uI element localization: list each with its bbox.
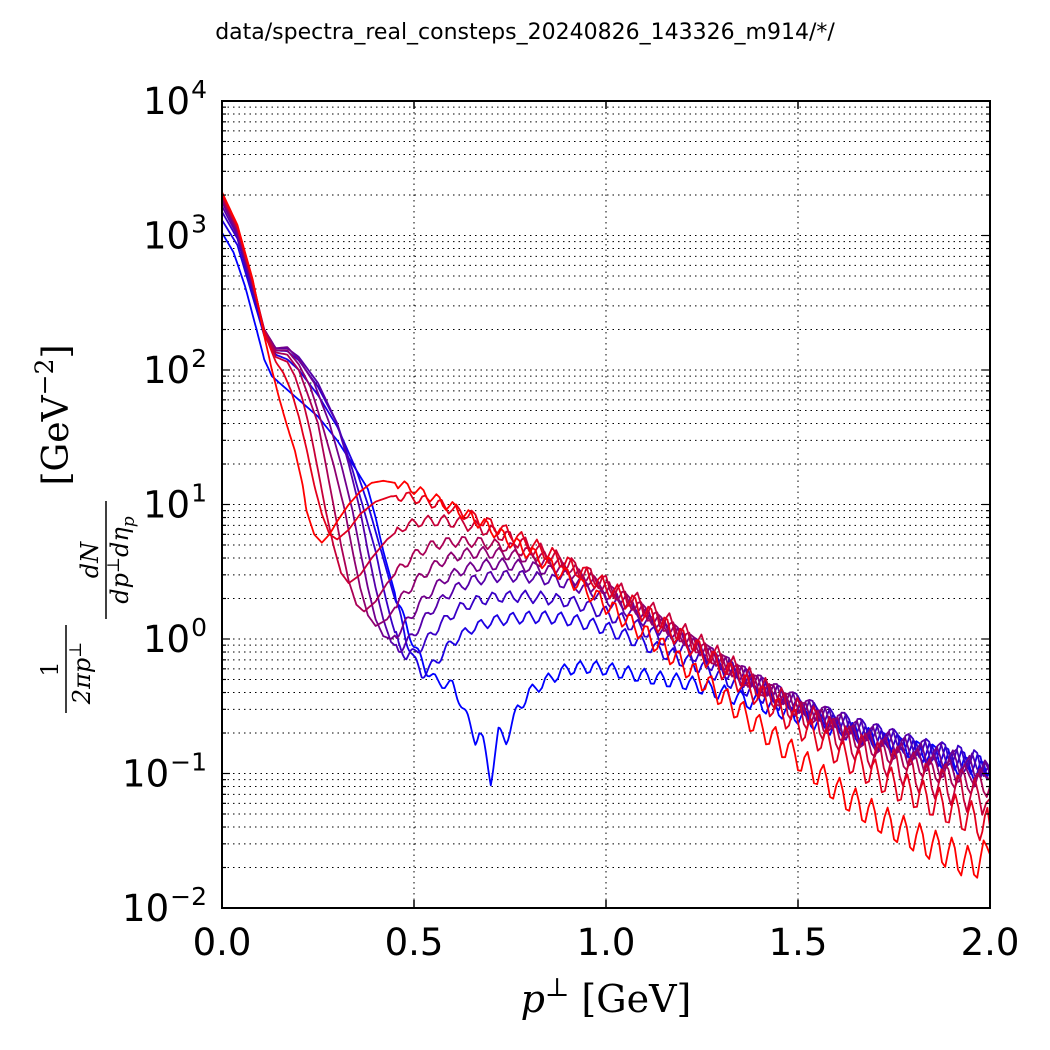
y-label-prefactor-num: 1 bbox=[36, 661, 64, 676]
x-tick-label: 2.0 bbox=[961, 921, 1020, 964]
y-tick-label: 100 bbox=[143, 613, 207, 661]
series-group bbox=[221, 191, 991, 879]
y-label-prefactor-den: 2πp⊥ bbox=[66, 642, 96, 705]
series-line bbox=[221, 191, 991, 879]
y-tick-label: 104 bbox=[143, 75, 207, 123]
series-line bbox=[221, 193, 991, 842]
series-line bbox=[221, 211, 991, 777]
y-tick-label: 103 bbox=[143, 210, 207, 258]
series-line bbox=[221, 198, 991, 788]
y-tick-label: 10−2 bbox=[122, 882, 207, 930]
ticks: 0.0 0.5 1.0 1.5 2.0 10−2 10−1 100 101 102 103 104 bbox=[122, 75, 1019, 964]
chart-title: data/spectra_real_consteps_20240826_1433… bbox=[215, 20, 835, 45]
y-tick-label: 101 bbox=[143, 479, 207, 527]
x-axis-label-unit: [GeV] bbox=[581, 977, 691, 1021]
series-line bbox=[221, 219, 991, 780]
y-label-unit: [GeV−2] bbox=[30, 344, 77, 485]
x-tick-label: 0.0 bbox=[193, 921, 252, 964]
y-axis-label: 1 2πp⊥ dN dp⊥dηp [GeV−2] bbox=[30, 344, 139, 713]
series-line bbox=[221, 196, 991, 798]
x-tick-label: 1.5 bbox=[769, 921, 828, 964]
y-label-frac-num: dN bbox=[76, 541, 104, 578]
y-label-frac-den: dp⊥dηp bbox=[104, 516, 139, 603]
x-axis-label: p⊥ [GeV] bbox=[521, 973, 692, 1021]
y-tick-label: 102 bbox=[143, 344, 207, 392]
series-line bbox=[221, 194, 991, 816]
x-tick-label: 0.5 bbox=[385, 921, 444, 964]
grid bbox=[222, 101, 990, 908]
x-tick-label: 1.0 bbox=[577, 921, 636, 964]
x-axis-label-sup: ⊥ bbox=[545, 973, 569, 1003]
series-line bbox=[221, 205, 991, 778]
x-axis-label-var: p bbox=[521, 977, 545, 1021]
y-tick-label: 10−1 bbox=[122, 748, 207, 796]
